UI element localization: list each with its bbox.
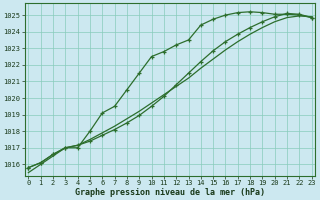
X-axis label: Graphe pression niveau de la mer (hPa): Graphe pression niveau de la mer (hPa) bbox=[75, 188, 265, 197]
